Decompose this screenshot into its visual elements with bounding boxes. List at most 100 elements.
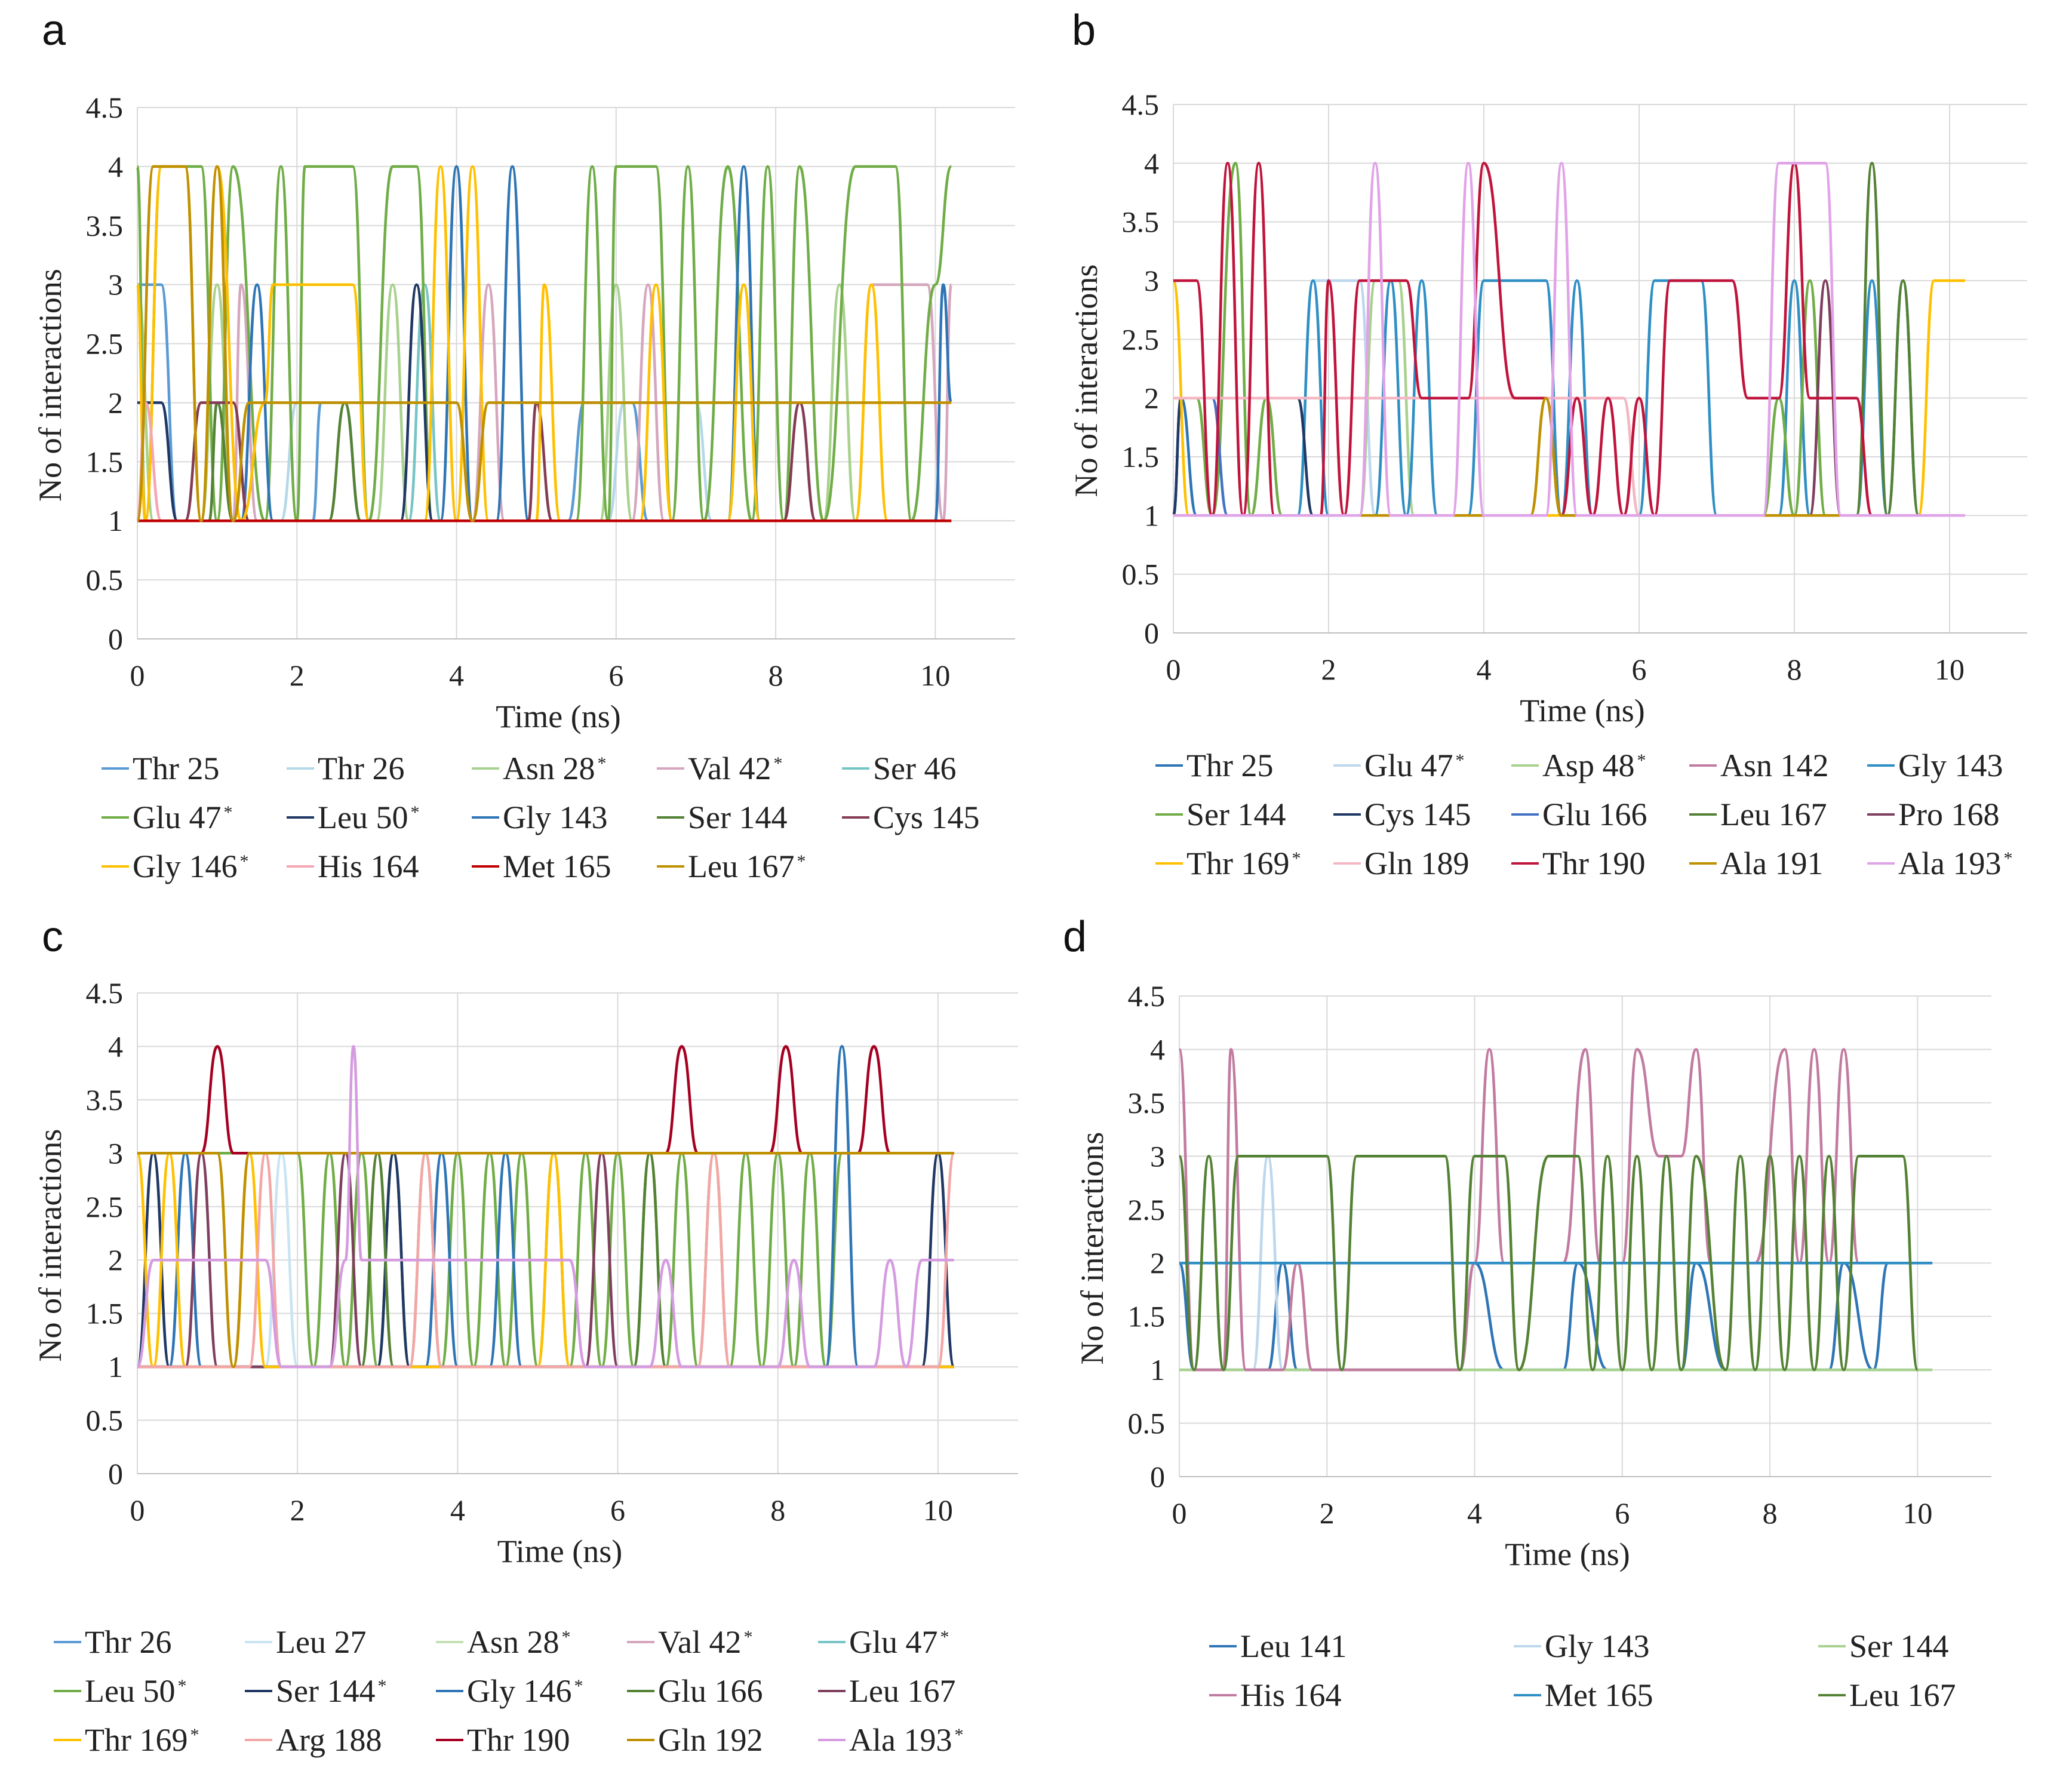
panel-d: d 0 0.5 1 1.5 2 2.5 3 3.5 4 4.5 0 2 4 6 8 10 Time (ns) No… [1036,889,2072,1777]
legend-star: * [597,754,607,773]
legend-star: * [773,754,783,773]
legend-swatch [1209,1645,1237,1647]
legend-swatch [436,1739,463,1741]
legend-item: Gln 192 [627,1718,818,1762]
legend-item: Thr 25 [1155,743,1333,788]
y-tick-label: 1.5 [1122,440,1160,474]
y-tick-label: 1 [108,1350,123,1384]
legend-swatch [102,865,129,868]
legend-item: Gly 143 [1867,743,2045,788]
y-tick-label: 4 [1144,146,1159,180]
x-axis-label: Time (ns) [1520,693,1645,728]
chart-d: 0 0.5 1 1.5 2 2.5 3 3.5 4 4.5 0 2 4 6 8 10 Time (ns) No o… [1074,979,1991,1572]
legend-swatch [1511,813,1539,816]
x-tick-label: 4 [449,659,464,692]
legend-star: * [574,1676,583,1696]
legend-swatch [1155,764,1183,767]
legend-swatch [472,767,499,770]
panel-letter-b: b [1072,7,1096,54]
y-tick-label: 2.5 [86,327,124,361]
y-axis-label: No of interactions [32,1129,68,1362]
series-line-glu-47 [136,165,953,522]
legend-label: Thr 190 [1542,846,1646,881]
x-axis-label: Time (ns) [497,1533,623,1569]
legend-swatch [436,1641,463,1643]
legend-label: Leu 167 [688,848,795,884]
series-line-gly-146 [137,1045,954,1369]
legend-swatch [1155,862,1183,865]
legend-swatch [1514,1645,1541,1647]
legend-item: Asn 28 * [472,746,657,791]
legend-item: His 164 [287,844,472,889]
legend-label: Leu 141 [1240,1628,1347,1664]
y-tick-label: 0 [108,622,123,656]
y-tick-label: 3.5 [86,1083,124,1117]
legend-swatch [245,1641,272,1643]
legend-item: Ala 193 * [818,1718,1009,1762]
legend-item: Leu 167 [818,1669,1009,1713]
legend-label: Glu 47 [1364,748,1453,783]
x-tick-label: 6 [1615,1496,1630,1530]
panel-letter-c: c [42,913,63,961]
legend-swatch [818,1641,846,1643]
legend-label: Asn 142 [1720,748,1829,783]
x-tick-label: 4 [1477,653,1492,686]
legend-star: * [743,1627,753,1647]
legend-swatch [1867,764,1895,767]
legend-label: Thr 169 [1186,846,1290,881]
series-line-thr-169 [136,1152,954,1369]
legend-label: Gly 143 [503,800,608,835]
legend-item: Gly 146 * [436,1669,627,1713]
series-line-thr-190 [137,1045,954,1155]
legend-item: His 164 [1209,1673,1514,1717]
legend-label: Arg 188 [276,1722,382,1758]
y-tick-label: 1.5 [86,445,124,478]
legend-label: Thr 25 [1186,748,1274,783]
x-tick-label: 0 [1172,1496,1187,1530]
legend-swatch [818,1739,846,1741]
y-tick-label: 4 [1150,1032,1165,1066]
legend-item: Thr 190 [436,1718,627,1762]
legend-label: His 164 [318,848,419,884]
legend-swatch [1333,813,1361,816]
legend-swatch [245,1690,272,1692]
legend-item: Leu 141 [1209,1624,1514,1668]
x-axis-label: Time (ns) [496,699,621,734]
legend-item: Asn 142 [1689,743,1867,788]
legend-item: Gly 143 [472,795,657,840]
y-tick-label: 0 [108,1457,123,1490]
legend-label: Asn 28 [467,1624,559,1660]
legend-label: Gly 146 [133,848,238,884]
legend-item: Arg 188 [245,1718,436,1762]
x-tick-label: 2 [1320,1496,1335,1530]
series-line-ala-193 [1173,162,1965,517]
legend-swatch [287,865,314,868]
y-tick-label: 3 [1150,1139,1165,1173]
y-tick-label: 3 [1144,264,1159,297]
chart-b: 0 0.5 1 1.5 2 2.5 3 3.5 4 4.5 0 2 4 6 8 10 Time (ns) No o… [1068,88,2027,728]
legend-swatch [1818,1645,1846,1647]
y-tick-label: 1 [1144,499,1159,532]
x-tick-label: 10 [1902,1496,1932,1530]
y-tick-label: 4.5 [86,976,124,1010]
legend-label: Gln 189 [1364,846,1470,881]
legend-item: Leu 167 * [657,844,842,889]
legend-swatch [1209,1694,1237,1696]
legend-label: Val 42 [688,751,771,786]
x-tick-label: 4 [450,1493,465,1527]
legend-label: Leu 27 [276,1624,367,1660]
legend-label: Ala 193 [1898,846,2002,881]
legend-item: Pro 168 [1867,792,2045,837]
legend-label: Gly 146 [467,1673,572,1709]
y-tick-label: 4.5 [1128,979,1166,1013]
legend-c: Thr 26 Leu 27 Asn 28 * Val 42 * Glu 47 * Leu 50 *… [54,1620,1009,1762]
legend-swatch [245,1739,272,1741]
legend-item: Leu 50 * [54,1669,245,1713]
legend-label: Asn 28 [503,751,595,786]
legend-swatch [1689,764,1717,767]
legend-item: Asp 48 * [1511,743,1689,788]
y-axis-label: No of interactions [32,269,68,502]
series-line-ser-144 [136,1152,955,1369]
legend-item: Gln 189 [1333,841,1511,886]
legend-star: * [561,1627,571,1647]
